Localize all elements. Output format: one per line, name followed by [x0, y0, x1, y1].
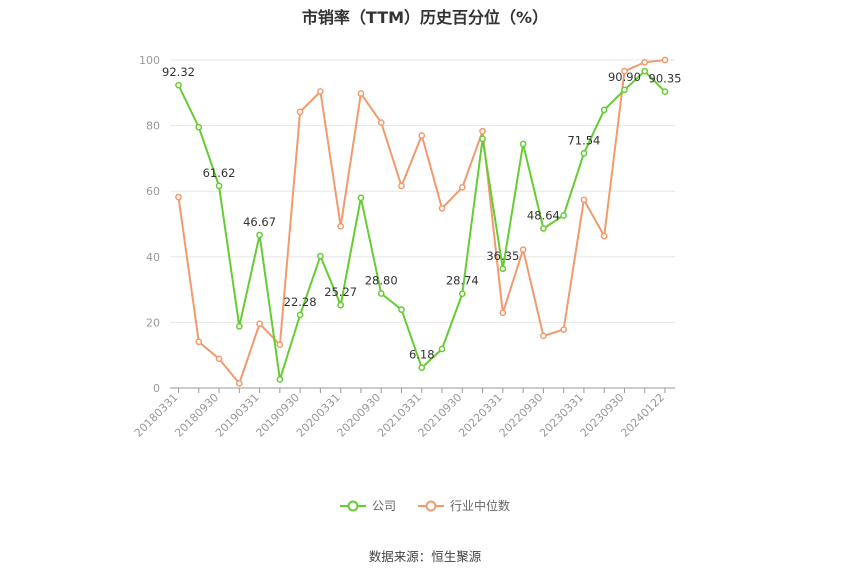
data-point[interactable]	[479, 127, 486, 135]
data-point[interactable]	[600, 232, 608, 240]
data-source: 数据来源：恒生聚源	[368, 549, 482, 564]
data-label: 71.54	[567, 133, 600, 147]
data-label: 90.90	[608, 70, 641, 84]
data-point[interactable]	[641, 67, 649, 75]
data-point[interactable]	[377, 119, 385, 126]
data-point[interactable]	[600, 106, 608, 114]
data-point[interactable]	[621, 67, 628, 75]
data-point[interactable]	[458, 183, 466, 191]
data-point[interactable]	[296, 108, 304, 116]
series-lines	[175, 56, 669, 387]
y-tick-label: 0	[153, 382, 160, 395]
data-label: 22.28	[284, 295, 317, 309]
data-point[interactable]	[215, 355, 223, 363]
legend-item-company[interactable]: 公司	[339, 497, 396, 514]
legend-label-industry-median: 行业中位数	[450, 499, 511, 513]
data-point[interactable]	[296, 311, 304, 319]
legend-item-industry-median[interactable]: 行业中位数	[418, 497, 510, 514]
y-tick-label: 60	[146, 185, 160, 198]
data-point[interactable]	[641, 58, 649, 66]
x-axis	[170, 387, 675, 393]
legend: 公司 行业中位数	[0, 497, 850, 514]
data-label: 90.35	[649, 72, 682, 86]
legend-marker-company	[339, 500, 366, 511]
data-label: 46.67	[243, 215, 276, 229]
data-point[interactable]	[560, 212, 567, 219]
data-point[interactable]	[560, 326, 567, 333]
data-point[interactable]	[418, 132, 426, 139]
data-point[interactable]	[540, 225, 547, 232]
data-label: 92.32	[162, 65, 195, 79]
data-point[interactable]	[418, 364, 426, 372]
data-point[interactable]	[499, 309, 507, 317]
data-point[interactable]	[540, 332, 547, 340]
data-point[interactable]	[398, 306, 405, 313]
data-point[interactable]	[458, 290, 466, 298]
data-point[interactable]	[235, 380, 243, 387]
data-point[interactable]	[256, 231, 263, 239]
data-point[interactable]	[337, 222, 345, 230]
data-point[interactable]	[580, 196, 588, 204]
data-point[interactable]	[317, 252, 324, 260]
data-label: 48.64	[527, 208, 560, 222]
data-label: 25.27	[324, 285, 357, 299]
x-tick-label: 20240122	[618, 391, 667, 440]
data-point[interactable]	[175, 81, 182, 89]
data-point[interactable]	[377, 290, 385, 297]
legend-label-company: 公司	[371, 499, 396, 513]
legend-marker-industry-median	[418, 500, 444, 511]
data-point[interactable]	[256, 320, 263, 328]
data-point[interactable]	[357, 90, 365, 97]
data-point[interactable]	[175, 193, 182, 201]
data-point[interactable]	[661, 56, 669, 64]
data-label: 36.35	[486, 249, 519, 263]
data-point[interactable]	[438, 345, 446, 353]
data-point[interactable]	[195, 338, 203, 346]
data-point[interactable]	[317, 88, 324, 95]
data-point[interactable]	[661, 88, 669, 96]
y-tick-label: 20	[146, 316, 160, 329]
data-point[interactable]	[195, 123, 203, 131]
data-point[interactable]	[621, 86, 628, 94]
data-point[interactable]	[215, 182, 223, 190]
data-label: 28.74	[446, 274, 479, 288]
x-axis-tick-labels: 2018033120180930201903312019093020200331…	[132, 391, 667, 440]
data-point[interactable]	[276, 341, 284, 349]
data-point[interactable]	[357, 194, 365, 202]
data-label: 6.18	[409, 348, 435, 362]
data-point[interactable]	[438, 204, 446, 212]
data-point[interactable]	[499, 265, 507, 273]
data-point[interactable]	[479, 135, 486, 143]
data-point[interactable]	[519, 246, 527, 253]
data-point[interactable]	[519, 140, 527, 148]
data-point[interactable]	[337, 301, 345, 309]
y-axis-tick-labels: 0 20 40 60 80 100	[139, 54, 160, 395]
y-tick-label: 100	[139, 54, 160, 67]
y-tick-label: 40	[146, 251, 160, 264]
data-label: 61.62	[203, 166, 236, 180]
data-point[interactable]	[398, 182, 405, 190]
chart-title: 市销率（TTM）历史百分位（%）	[301, 8, 549, 27]
data-point[interactable]	[276, 376, 284, 383]
line-chart: 0 20 40 60 80 100 201803312018093020190331201…	[132, 54, 682, 440]
series-industry-median	[175, 56, 669, 387]
y-tick-label: 80	[146, 120, 160, 133]
data-point[interactable]	[235, 322, 243, 330]
grid-lines	[170, 59, 675, 323]
data-label: 28.80	[365, 274, 398, 288]
series-company	[175, 67, 669, 383]
data-point[interactable]	[580, 149, 588, 157]
data-labels: 92.32 61.62 46.67 22.28 25.27 28.80 6.18 28.74 3…	[162, 65, 681, 362]
